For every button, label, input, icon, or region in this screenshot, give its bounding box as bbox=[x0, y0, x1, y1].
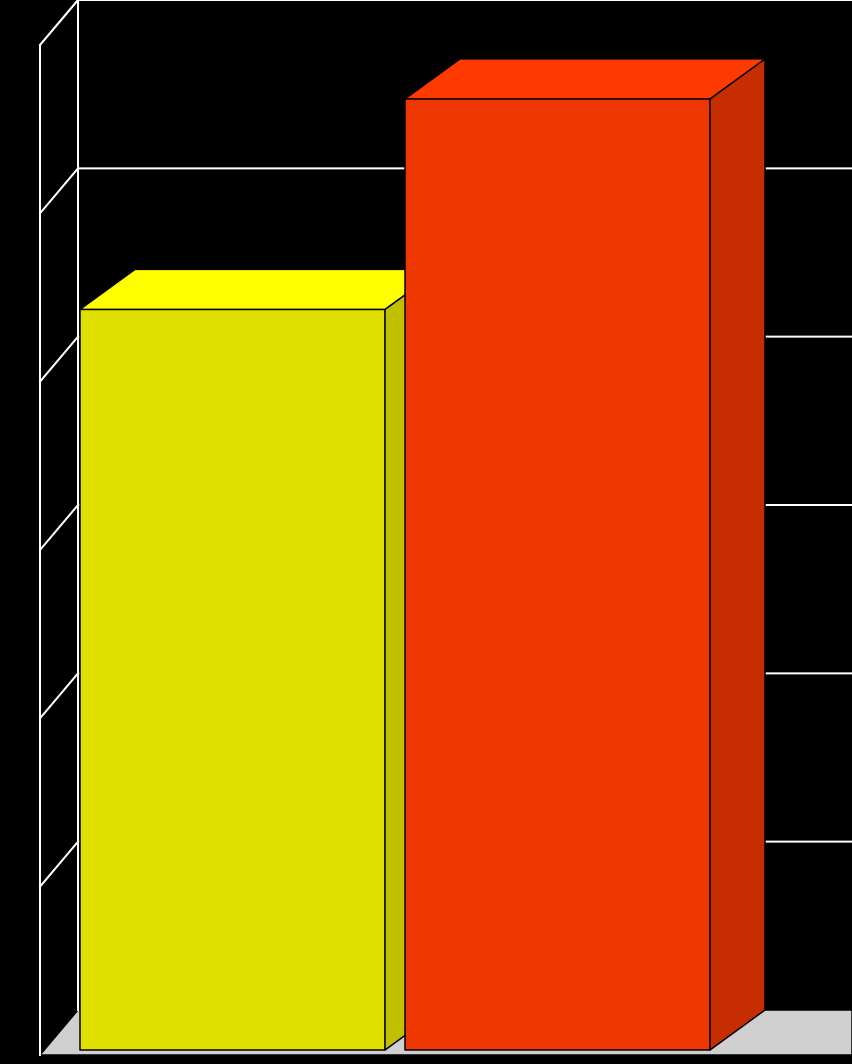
bar-1 bbox=[405, 59, 765, 1050]
bar-chart-3d bbox=[0, 0, 852, 1064]
bar-0 bbox=[80, 269, 440, 1050]
